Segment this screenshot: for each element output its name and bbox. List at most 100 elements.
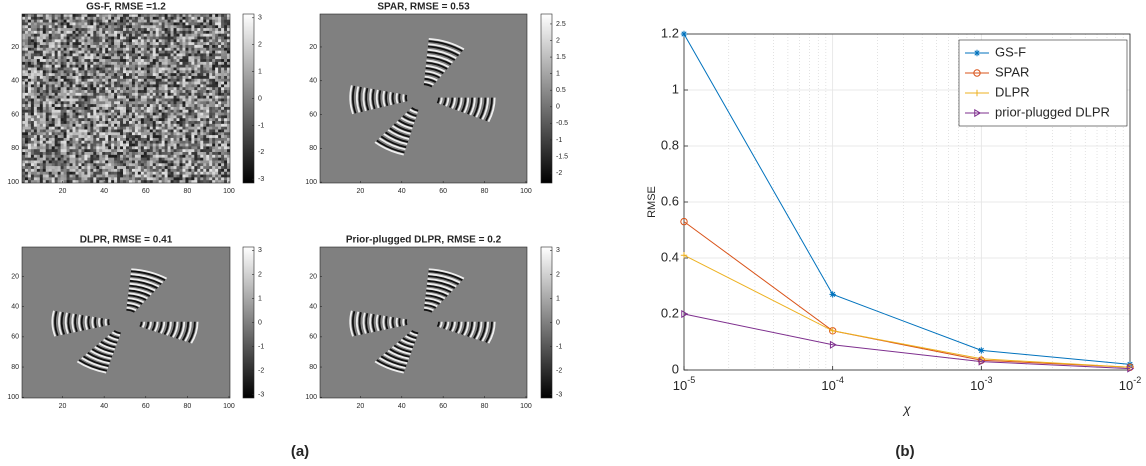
y-tick-label: 80 <box>309 145 317 152</box>
noise-cell <box>212 107 215 110</box>
noise-cell <box>93 158 96 161</box>
noise-cell <box>168 37 171 40</box>
y-tick-label: 20 <box>309 44 317 51</box>
noise-cell <box>37 121 40 124</box>
noise-cell <box>117 135 120 138</box>
noise-cell <box>162 39 165 42</box>
noise-cell <box>197 175 200 178</box>
noise-cell <box>174 14 177 17</box>
noise-cell <box>22 53 25 56</box>
noise-cell <box>162 138 165 141</box>
noise-cell <box>168 31 171 34</box>
noise-cell <box>55 90 58 93</box>
noise-cell <box>105 87 108 90</box>
noise-cell <box>22 166 25 169</box>
noise-cell <box>75 144 78 147</box>
noise-cell <box>49 56 52 59</box>
noise-cell <box>197 152 200 155</box>
noise-cell <box>31 87 34 90</box>
noise-cell <box>138 79 141 82</box>
noise-cell <box>67 101 70 104</box>
noise-cell <box>191 62 194 65</box>
noise-cell <box>212 99 215 102</box>
noise-cell <box>78 101 81 104</box>
noise-cell <box>174 132 177 135</box>
noise-cell <box>185 51 188 54</box>
noise-cell <box>105 160 108 163</box>
noise-cell <box>22 34 25 37</box>
noise-cell <box>108 28 111 31</box>
noise-cell <box>102 20 105 23</box>
noise-cell <box>182 53 185 56</box>
noise-cell <box>174 62 177 65</box>
noise-cell <box>84 163 87 166</box>
noise-cell <box>93 56 96 59</box>
noise-cell <box>73 17 76 20</box>
noise-cell <box>224 93 227 96</box>
noise-cell <box>114 90 117 93</box>
noise-cell <box>52 34 55 37</box>
noise-cell <box>174 160 177 163</box>
noise-cell <box>224 65 227 68</box>
noise-cell <box>55 39 58 42</box>
noise-cell <box>58 56 61 59</box>
noise-cell <box>194 113 197 116</box>
noise-cell <box>93 132 96 135</box>
noise-cell <box>168 141 171 144</box>
noise-cell <box>218 152 221 155</box>
noise-cell <box>61 146 64 149</box>
noise-cell <box>22 65 25 68</box>
noise-cell <box>123 56 126 59</box>
noise-cell <box>40 149 43 152</box>
noise-cell <box>58 76 61 79</box>
noise-cell <box>81 101 84 104</box>
noise-cell <box>55 160 58 163</box>
noise-cell <box>212 84 215 87</box>
noise-cell <box>144 68 147 71</box>
noise-cell <box>46 51 49 54</box>
noise-cell <box>126 149 129 152</box>
noise-cell <box>49 155 52 158</box>
noise-cell <box>111 160 114 163</box>
noise-cell <box>126 169 129 172</box>
noise-cell <box>67 124 70 127</box>
noise-cell <box>123 96 126 99</box>
noise-cell <box>61 31 64 34</box>
noise-cell <box>43 99 46 102</box>
noise-cell <box>188 149 191 152</box>
noise-cell <box>52 160 55 163</box>
x-tick-label: 40 <box>100 188 108 195</box>
noise-cell <box>185 79 188 82</box>
noise-cell <box>58 53 61 56</box>
noise-cell <box>147 34 150 37</box>
noise-cell <box>129 65 132 68</box>
x-tick-label: 100 <box>223 403 235 410</box>
y-tick-label: 60 <box>309 111 317 118</box>
noise-cell <box>117 101 120 104</box>
noise-cell <box>99 82 102 85</box>
noise-cell <box>78 59 81 62</box>
noise-cell <box>120 68 123 71</box>
noise-cell <box>52 104 55 107</box>
noise-cell <box>43 177 46 180</box>
noise-cell <box>203 51 206 54</box>
noise-cell <box>153 152 156 155</box>
noise-cell <box>120 48 123 51</box>
noise-cell <box>105 124 108 127</box>
noise-cell <box>78 113 81 116</box>
noise-cell <box>108 51 111 54</box>
noise-cell <box>87 25 90 28</box>
noise-cell <box>123 158 126 161</box>
noise-cell <box>150 90 153 93</box>
noise-cell <box>61 115 64 118</box>
noise-cell <box>218 17 221 20</box>
noise-cell <box>168 53 171 56</box>
noise-cell <box>96 76 99 79</box>
noise-cell <box>165 68 168 71</box>
noise-cell <box>218 121 221 124</box>
noise-cell <box>150 121 153 124</box>
noise-cell <box>123 93 126 96</box>
noise-cell <box>96 172 99 175</box>
noise-cell <box>179 175 182 178</box>
noise-cell <box>135 31 138 34</box>
